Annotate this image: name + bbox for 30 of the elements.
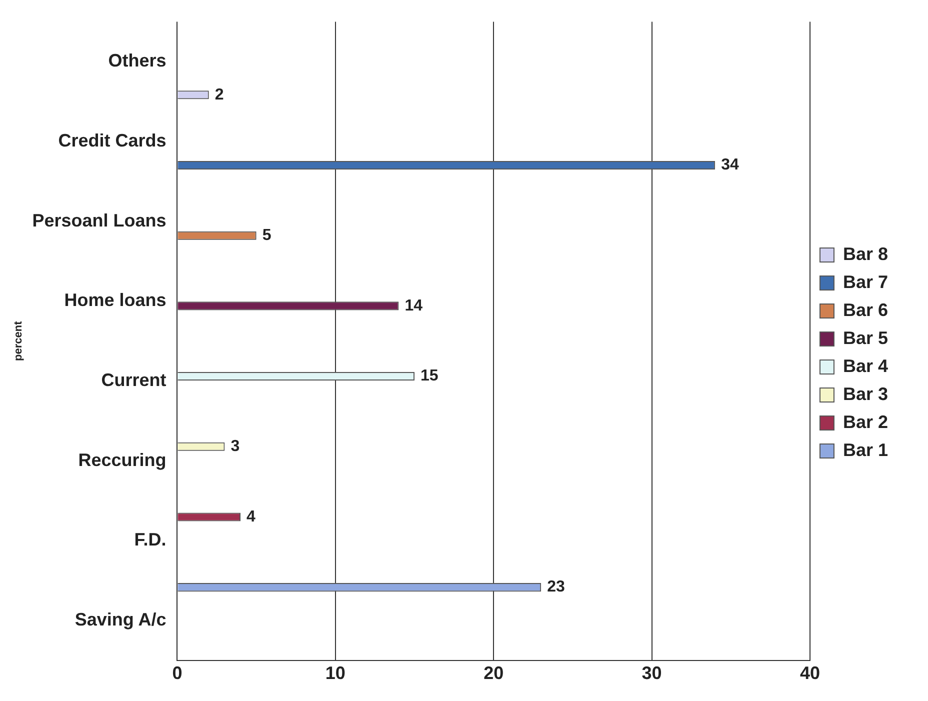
y-tick-label: Current: [101, 370, 166, 390]
data-label: 2: [214, 86, 224, 104]
y-tick-label: Persoanl Loans: [32, 210, 166, 230]
x-tick-label: 10: [325, 663, 346, 684]
legend-label: Bar 8: [842, 244, 888, 264]
legend-label: Bar 7: [842, 272, 888, 292]
data-label: 5: [262, 226, 272, 244]
legend-label: Bar 6: [842, 300, 888, 320]
legend-label: Bar 3: [842, 384, 888, 404]
y-tick-label: Saving A/c: [74, 609, 166, 630]
y-axis-title: percent: [12, 320, 25, 361]
data-label: 34: [721, 156, 739, 174]
x-tick-label: 20: [484, 663, 504, 684]
y-tick-label: Others: [108, 50, 166, 71]
data-label: 14: [404, 297, 423, 314]
legend-label: Bar 2: [842, 412, 888, 432]
x-tick-label: 30: [642, 663, 662, 684]
y-tick-label: Home loans: [64, 290, 166, 310]
data-label: 3: [230, 438, 240, 456]
x-tick-label: 0: [172, 663, 182, 684]
data-label: 4: [246, 508, 256, 526]
y-tick-label: Reccuring: [78, 450, 166, 470]
legend-label: Bar 4: [842, 356, 888, 376]
y-tick-label: Credit Cards: [58, 130, 166, 151]
x-tick-label: 40: [800, 663, 820, 684]
legend-label: Bar 5: [842, 328, 888, 348]
legend-label: Bar 1: [842, 440, 888, 460]
y-tick-label: F.D.: [134, 530, 166, 550]
data-label: 23: [547, 578, 565, 596]
data-label: 15: [420, 368, 438, 385]
